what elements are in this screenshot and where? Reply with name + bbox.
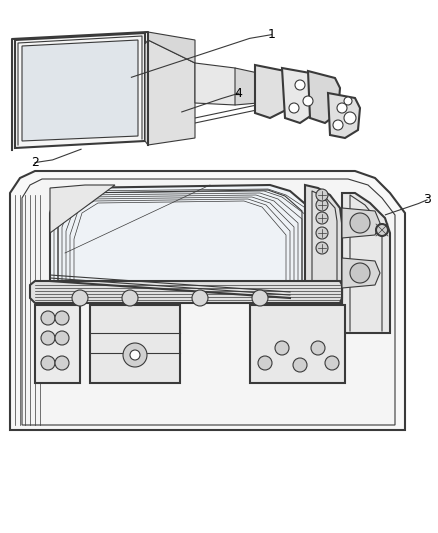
Polygon shape [305, 185, 342, 303]
Circle shape [316, 199, 328, 211]
Circle shape [41, 311, 55, 325]
Circle shape [303, 96, 313, 106]
Circle shape [123, 343, 147, 367]
Text: 3: 3 [423, 193, 431, 206]
Polygon shape [342, 258, 380, 288]
Circle shape [344, 97, 352, 105]
Circle shape [122, 290, 138, 306]
Circle shape [344, 112, 356, 124]
Polygon shape [22, 40, 138, 141]
Text: 4: 4 [235, 87, 243, 100]
Polygon shape [308, 71, 340, 123]
Circle shape [293, 358, 307, 372]
Circle shape [55, 356, 69, 370]
Polygon shape [90, 305, 180, 383]
Circle shape [41, 331, 55, 345]
Polygon shape [145, 40, 195, 145]
Polygon shape [328, 93, 360, 138]
Circle shape [295, 80, 305, 90]
Polygon shape [50, 185, 310, 298]
Circle shape [325, 356, 339, 370]
Polygon shape [50, 185, 115, 233]
Polygon shape [250, 305, 345, 383]
Polygon shape [255, 65, 295, 118]
Polygon shape [35, 305, 80, 383]
Polygon shape [58, 190, 302, 293]
Polygon shape [342, 193, 390, 333]
Circle shape [350, 213, 370, 233]
Circle shape [130, 350, 140, 360]
Polygon shape [282, 68, 318, 123]
Circle shape [192, 290, 208, 306]
Circle shape [316, 242, 328, 254]
Polygon shape [30, 281, 342, 303]
Text: 1: 1 [268, 28, 276, 41]
Polygon shape [22, 179, 395, 425]
Text: 2: 2 [31, 156, 39, 169]
Circle shape [72, 290, 88, 306]
Polygon shape [148, 32, 195, 63]
Circle shape [350, 263, 370, 283]
Circle shape [258, 356, 272, 370]
Polygon shape [235, 68, 265, 105]
Circle shape [376, 224, 388, 236]
Circle shape [316, 189, 328, 201]
Circle shape [333, 120, 343, 130]
Circle shape [275, 341, 289, 355]
Circle shape [41, 356, 55, 370]
Circle shape [55, 331, 69, 345]
Polygon shape [195, 63, 240, 105]
Polygon shape [10, 171, 405, 430]
Polygon shape [15, 33, 145, 148]
Polygon shape [342, 208, 380, 238]
Circle shape [289, 103, 299, 113]
Circle shape [55, 311, 69, 325]
Circle shape [316, 227, 328, 239]
Circle shape [316, 212, 328, 224]
Circle shape [337, 103, 347, 113]
Circle shape [252, 290, 268, 306]
Circle shape [311, 341, 325, 355]
